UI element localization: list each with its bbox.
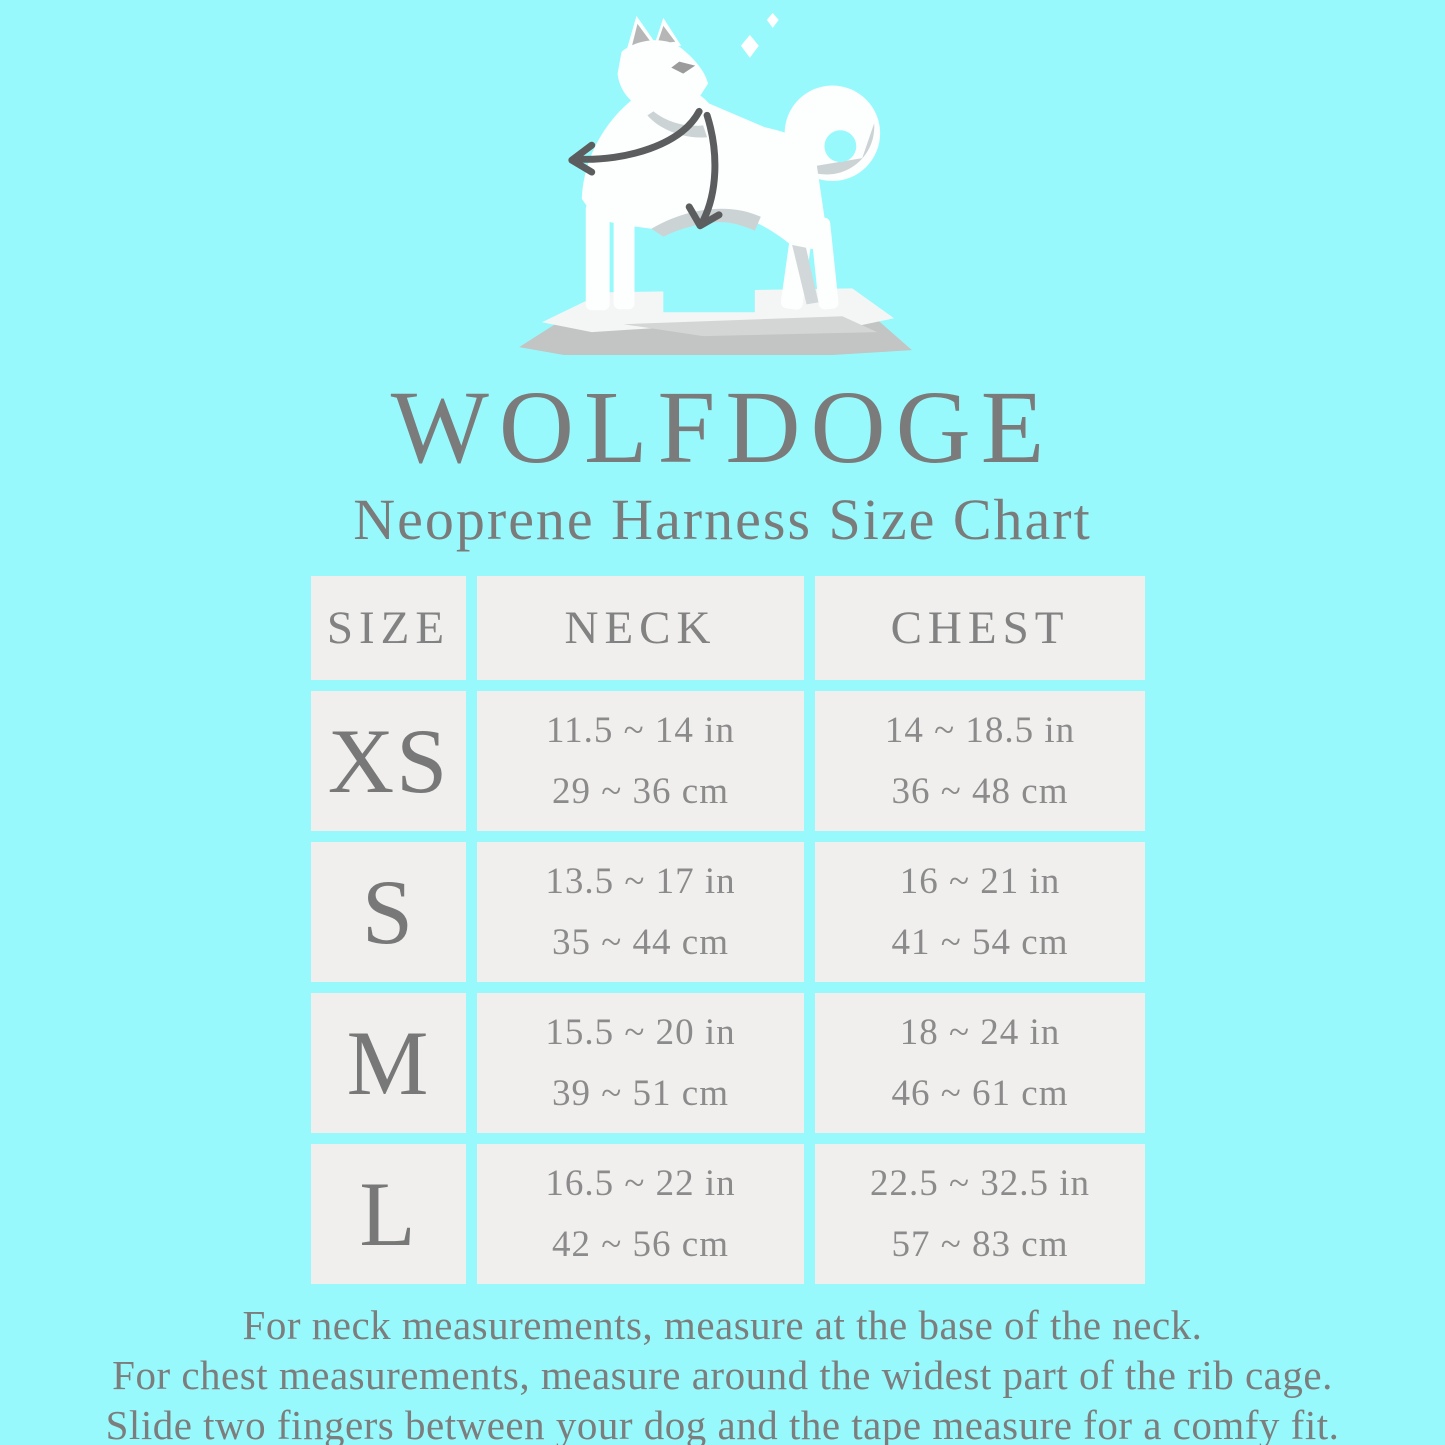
dog-head <box>617 40 708 112</box>
dog-front-leg <box>585 202 610 311</box>
table-row-xs-neck: 11.5 ~ 14 in 29 ~ 36 cm <box>477 690 804 831</box>
dog-front-leg <box>613 205 634 310</box>
instruction-line: For neck measurements, measure at the ba… <box>242 1301 1203 1348</box>
neck-inches: 16.5 ~ 22 in <box>545 1162 736 1204</box>
inner-ear <box>656 25 675 44</box>
table-row-l-neck: 16.5 ~ 22 in 42 ~ 56 cm <box>477 1143 804 1284</box>
chest-inches: 16 ~ 21 in <box>899 860 1061 902</box>
table-row-l-size: L <box>311 1143 466 1284</box>
column-header-size: SIZE <box>311 575 466 680</box>
dog-eye <box>670 61 695 74</box>
measuring-instructions: For neck measurements, measure at the ba… <box>0 1300 1445 1445</box>
page-title: Neoprene Harness Size Chart <box>353 487 1092 552</box>
table-row-s-size: S <box>311 841 466 982</box>
chest-inches: 14 ~ 18.5 in <box>884 709 1076 751</box>
belly-arch-gap <box>662 222 755 313</box>
table-row-m-size: M <box>311 992 466 1133</box>
tail-shadow <box>802 123 874 175</box>
chest-measure-arrow <box>699 111 718 225</box>
table-row-m-neck: 15.5 ~ 20 in 39 ~ 51 cm <box>477 992 804 1133</box>
table-row-s-chest: 16 ~ 21 in 41 ~ 54 cm <box>815 841 1145 982</box>
sparkle-icon <box>740 34 759 58</box>
tail-curl-hole <box>823 130 856 163</box>
neck-inches: 11.5 ~ 14 in <box>546 709 735 751</box>
column-header-chest: CHEST <box>815 575 1145 680</box>
table-row-s-neck: 13.5 ~ 17 in 35 ~ 44 cm <box>477 841 804 982</box>
chest-cm: 57 ~ 83 cm <box>891 1223 1069 1265</box>
table-row-xs-size: XS <box>311 690 466 831</box>
chest-arrowhead-icon <box>685 203 723 230</box>
hind-leg-shadow <box>790 232 818 305</box>
chest-cm: 41 ~ 54 cm <box>891 921 1069 963</box>
neck-measure-arrow <box>573 107 703 163</box>
instruction-line: For chest measurements, measure around t… <box>112 1351 1333 1398</box>
chest-cm: 46 ~ 61 cm <box>891 1072 1069 1114</box>
neck-cm: 35 ~ 44 cm <box>552 921 729 963</box>
table-row-m-chest: 18 ~ 24 in 46 ~ 61 cm <box>815 992 1145 1133</box>
table-row-xs-chest: 14 ~ 18.5 in 36 ~ 48 cm <box>815 690 1145 831</box>
dog-measuring-diagram-icon <box>518 12 912 356</box>
neck-inches: 15.5 ~ 20 in <box>545 1011 736 1053</box>
brand-title: WOLFDOGE <box>390 370 1055 485</box>
chest-inches: 18 ~ 24 in <box>899 1011 1061 1053</box>
chest-cm: 36 ~ 48 cm <box>891 770 1069 812</box>
chest-inches: 22.5 ~ 32.5 in <box>869 1162 1091 1204</box>
neck-cm: 39 ~ 51 cm <box>552 1072 729 1114</box>
size-table: SIZE NECK CHEST XS 11.5 ~ 14 in 29 ~ 36 … <box>311 575 1145 1284</box>
neck-inches: 13.5 ~ 17 in <box>545 860 736 902</box>
neck-cm: 42 ~ 56 cm <box>552 1223 729 1265</box>
column-header-neck: NECK <box>477 575 804 680</box>
sparkle-icon <box>766 12 779 28</box>
dog-illustration <box>498 0 948 362</box>
instruction-line: Slide two fingers between your dog and t… <box>105 1401 1340 1445</box>
neck-arrowhead-icon <box>567 141 595 176</box>
neck-cm: 29 ~ 36 cm <box>552 770 729 812</box>
table-row-l-chest: 22.5 ~ 32.5 in 57 ~ 83 cm <box>815 1143 1145 1284</box>
neck-shadow <box>646 111 707 138</box>
rock-shadow <box>623 316 877 337</box>
dog-body <box>581 86 826 251</box>
